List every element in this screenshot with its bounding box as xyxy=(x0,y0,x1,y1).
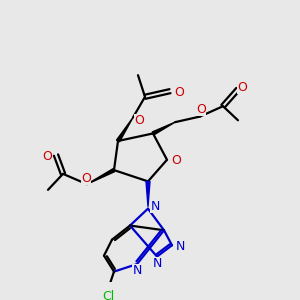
Polygon shape xyxy=(87,169,115,184)
Polygon shape xyxy=(146,182,150,207)
Text: O: O xyxy=(171,154,181,167)
Polygon shape xyxy=(152,122,175,135)
Text: O: O xyxy=(174,85,184,99)
Text: O: O xyxy=(134,114,144,127)
Text: N: N xyxy=(175,240,185,253)
Text: N: N xyxy=(132,264,142,277)
Text: O: O xyxy=(81,172,91,185)
Text: O: O xyxy=(237,81,247,94)
Text: O: O xyxy=(196,103,206,116)
Text: N: N xyxy=(152,257,162,270)
Polygon shape xyxy=(116,118,133,142)
Text: N: N xyxy=(150,200,160,213)
Text: Cl: Cl xyxy=(102,290,114,300)
Text: O: O xyxy=(42,149,52,163)
